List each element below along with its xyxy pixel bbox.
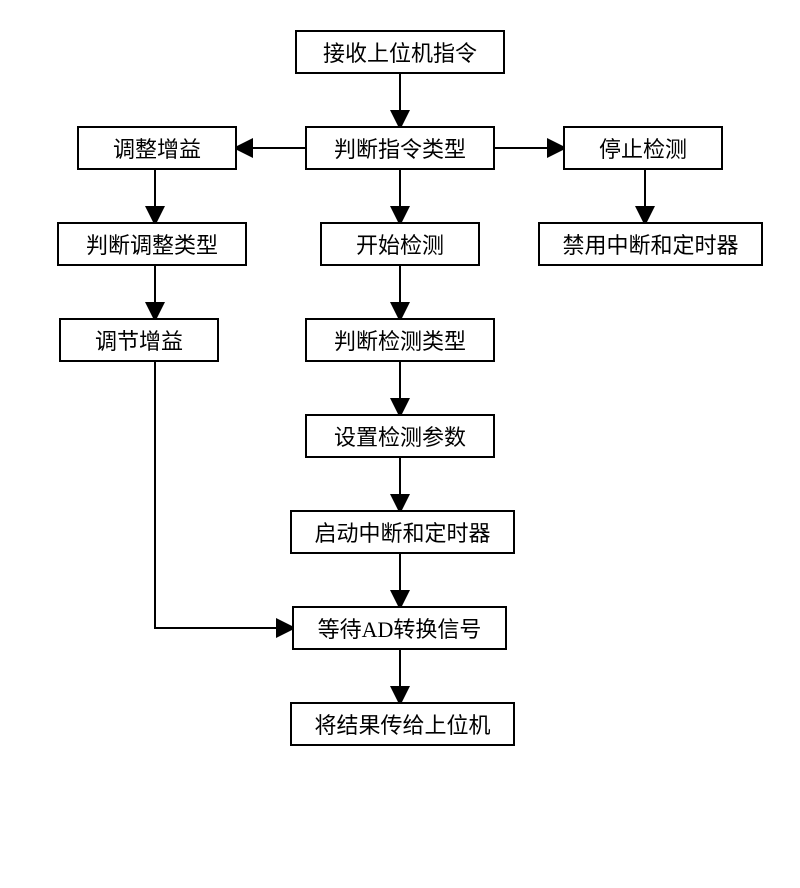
flowchart-node: 判断检测类型 (305, 318, 495, 362)
flowchart-node: 判断指令类型 (305, 126, 495, 170)
node-label: 调整增益 (113, 132, 201, 164)
node-label: 启动中断和定时器 (314, 516, 490, 548)
node-label: 停止检测 (599, 132, 687, 164)
node-label: 将结果传给上位机 (314, 708, 490, 740)
node-label: 判断调整类型 (86, 228, 218, 260)
flowchart-edge (155, 362, 292, 628)
flowchart-node: 禁用中断和定时器 (538, 222, 763, 266)
node-label: 开始检测 (356, 228, 444, 260)
flowchart-node: 接收上位机指令 (295, 30, 505, 74)
node-label: 等待AD转换信号 (318, 612, 482, 644)
flowchart-node: 启动中断和定时器 (290, 510, 515, 554)
flowchart-node: 等待AD转换信号 (292, 606, 507, 650)
node-label: 禁用中断和定时器 (562, 228, 738, 260)
flowchart-node: 开始检测 (320, 222, 480, 266)
flowchart-node: 停止检测 (563, 126, 723, 170)
node-label: 接收上位机指令 (323, 36, 477, 68)
flowchart-node: 调整增益 (77, 126, 237, 170)
flowchart-node: 调节增益 (59, 318, 219, 362)
node-label: 调节增益 (95, 324, 183, 356)
flowchart-node: 设置检测参数 (305, 414, 495, 458)
flowchart-node: 判断调整类型 (57, 222, 247, 266)
node-label: 设置检测参数 (334, 420, 466, 452)
node-label: 判断检测类型 (334, 324, 466, 356)
node-label: 判断指令类型 (334, 132, 466, 164)
flowchart-node: 将结果传给上位机 (290, 702, 515, 746)
